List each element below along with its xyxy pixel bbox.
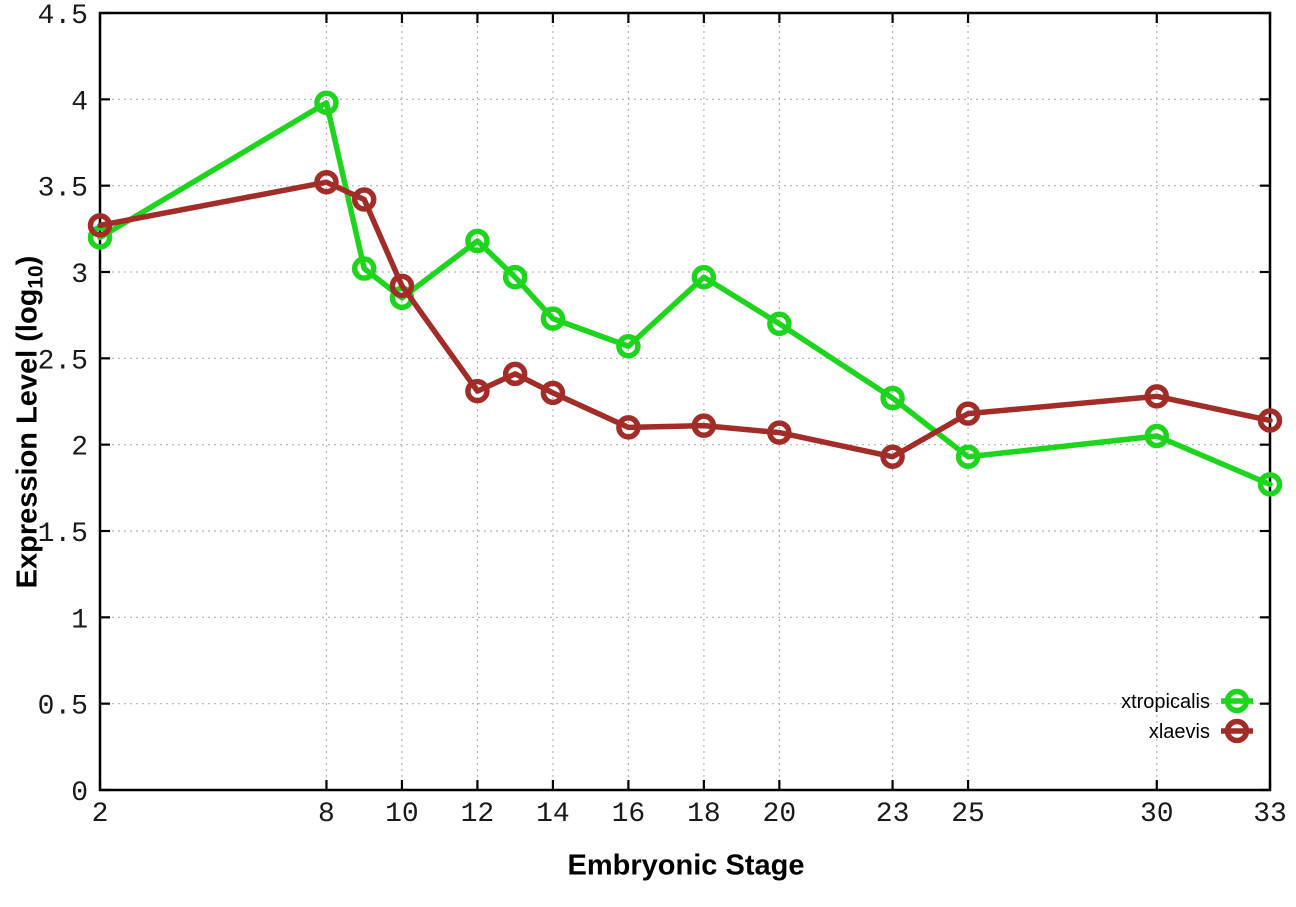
data-point-xlaevis	[955, 401, 981, 426]
y-tick-label: 0.5	[38, 692, 88, 723]
data-point-xlaevis	[87, 213, 113, 238]
x-tick-label: 25	[951, 799, 985, 830]
legend-label-xtropicalis: xtropicalis	[1121, 691, 1210, 713]
y-axis-title: Expression Level (log10)	[11, 256, 48, 589]
data-point-xlaevis	[691, 413, 717, 438]
x-tick-label: 23	[876, 799, 910, 830]
y-tick-label: 1	[71, 605, 88, 636]
plot-border	[98, 11, 1272, 792]
y-axis-title-text: Expression Level (log	[11, 288, 44, 589]
x-tick-label: 10	[385, 799, 419, 830]
data-point-xtropicalis	[1144, 423, 1170, 449]
y-tick-label: 1.5	[38, 519, 88, 550]
x-tick-label: 20	[763, 799, 797, 830]
x-tick-label: 18	[687, 799, 721, 830]
y-axis-title-suffix: )	[11, 255, 44, 266]
data-point-xtropicalis	[955, 444, 981, 470]
data-point-xlaevis	[502, 361, 528, 387]
data-point-xtropicalis	[767, 311, 792, 337]
y-tick-label: 4	[71, 87, 88, 118]
data-point-xlaevis	[616, 415, 641, 440]
data-point-xlaevis	[351, 187, 377, 212]
data-point-xtropicalis	[465, 228, 490, 254]
legend: xtropicalis xlaevis	[1121, 688, 1253, 744]
x-tick-label: 30	[1140, 799, 1174, 830]
legend-marker-xtropicalis	[1224, 688, 1250, 714]
data-point-xtropicalis	[1257, 472, 1283, 497]
y-tick-label: 0	[71, 778, 88, 809]
data-point-xtropicalis	[880, 385, 905, 411]
data-point-xtropicalis	[691, 264, 717, 290]
data-point-xlaevis	[1144, 384, 1170, 409]
data-point-xtropicalis	[314, 90, 339, 116]
y-tick-label: 4.5	[38, 1, 88, 32]
x-axis-title: Embryonic Stage	[567, 849, 805, 882]
data-point-xlaevis	[389, 273, 415, 299]
y-axis-title-subscript: 10	[24, 265, 48, 289]
x-tick-label: 14	[536, 799, 570, 830]
x-tick-label: 16	[612, 799, 646, 830]
series-markers-xlaevis	[87, 169, 1283, 470]
y-tick-label: 3	[71, 260, 88, 291]
legend-marker-xlaevis	[1224, 718, 1250, 744]
data-point-xlaevis	[314, 169, 339, 195]
data-point-xtropicalis	[540, 306, 566, 331]
tick-marks	[98, 11, 1272, 792]
data-point-xlaevis	[1257, 408, 1283, 433]
y-tick-label: 2.5	[38, 346, 88, 377]
x-tick-label: 8	[318, 799, 335, 830]
data-point-xlaevis	[767, 420, 792, 445]
x-tick-label: 33	[1253, 799, 1287, 830]
x-tick-label: 2	[92, 799, 109, 830]
x-tick-label: 12	[461, 799, 495, 830]
data-point-xlaevis	[465, 378, 490, 404]
data-point-xtropicalis	[616, 333, 641, 359]
data-point-xtropicalis	[351, 256, 377, 281]
series-line-xlaevis	[97, 179, 1273, 460]
y-tick-label: 2	[71, 433, 88, 464]
legend-label-xlaevis: xlaevis	[1149, 721, 1210, 743]
x-tick-labels: 2 8 10 12 14 16 18 20 23 25 30 33	[92, 799, 1287, 830]
y-tick-labels: 0 0.5 1 1.5 2 2.5 3 3.5 4 4.5	[38, 1, 88, 809]
data-point-xlaevis	[880, 444, 905, 470]
data-point-xlaevis	[540, 380, 566, 406]
y-tick-label: 3.5	[38, 174, 88, 205]
data-point-xtropicalis	[502, 264, 528, 290]
